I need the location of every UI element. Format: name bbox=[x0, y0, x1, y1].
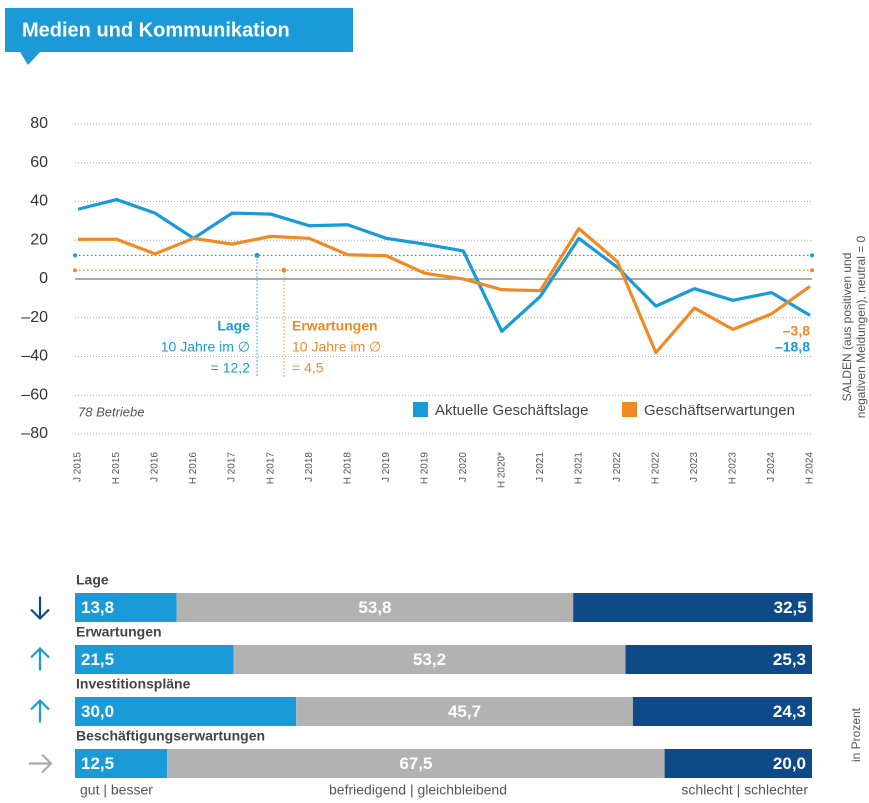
trend-arrow bbox=[30, 698, 50, 723]
average-label: Lage bbox=[217, 318, 250, 334]
y-tick-label: 60 bbox=[30, 154, 48, 171]
trend-arrow bbox=[30, 596, 50, 621]
bar-segment bbox=[75, 697, 297, 726]
x-tick-label: J 2020 bbox=[458, 452, 469, 482]
legend-swatch bbox=[622, 402, 637, 417]
x-tick-label: H 2017 bbox=[265, 452, 276, 485]
series-line bbox=[77, 197, 811, 333]
bar-value-label: 24,3 bbox=[773, 702, 806, 721]
bar-segment bbox=[573, 593, 813, 622]
bar-value-label: 12,5 bbox=[81, 754, 114, 773]
bar-segment bbox=[296, 697, 633, 726]
legend-label: Geschäftserwartungen bbox=[644, 402, 795, 419]
header-title: Medien und Kommunikation bbox=[22, 19, 290, 41]
legend-label: Aktuelle Geschäftslage bbox=[435, 402, 588, 419]
x-tick-label: H 2022 bbox=[651, 452, 662, 485]
y-axis-label: SALDEN (aus positiven und bbox=[840, 253, 854, 402]
segment-label: befriedigend | gleichbleibend bbox=[329, 782, 507, 798]
y-tick-label: –40 bbox=[21, 348, 48, 365]
bar-value-label: 32,5 bbox=[774, 598, 807, 617]
bar-value-label: 20,0 bbox=[773, 754, 806, 773]
y-tick-label: 80 bbox=[30, 115, 48, 132]
value-label: –18,8 bbox=[775, 339, 810, 355]
x-tick-label: H 2019 bbox=[419, 452, 430, 485]
bar-segment bbox=[625, 645, 812, 674]
y-tick-label: –60 bbox=[21, 386, 48, 403]
x-tick-label: J 2018 bbox=[304, 452, 315, 482]
x-tick-label: J 2024 bbox=[766, 452, 777, 482]
header-pointer bbox=[20, 52, 40, 65]
average-label: 10 Jahre im ∅ bbox=[292, 339, 381, 355]
x-tick-label: H 2024 bbox=[805, 452, 816, 485]
bar-segment bbox=[75, 593, 177, 622]
x-tick-label: H 2018 bbox=[342, 452, 353, 485]
note: 78 Betriebe bbox=[78, 404, 145, 419]
average-end bbox=[73, 268, 77, 273]
bar-value-label: 45,7 bbox=[448, 702, 481, 721]
x-tick-label: J 2017 bbox=[227, 452, 238, 482]
bar-value-label: 53,2 bbox=[413, 650, 446, 669]
bar-value-label: 21,5 bbox=[81, 650, 114, 669]
x-tick-label: J 2021 bbox=[535, 452, 546, 482]
average-label: = 12,2 bbox=[211, 360, 251, 376]
row-label: Erwartungen bbox=[76, 624, 162, 640]
y-tick-label: –80 bbox=[21, 425, 48, 442]
trend-arrow bbox=[29, 753, 53, 774]
average-marker bbox=[254, 252, 260, 258]
x-tick-label: J 2015 bbox=[73, 452, 84, 482]
bar-value-label: 67,5 bbox=[399, 754, 432, 773]
legend-swatch bbox=[413, 402, 428, 417]
series-line bbox=[78, 227, 811, 355]
x-tick-label: J 2022 bbox=[612, 452, 623, 482]
x-tick-label: H 2016 bbox=[188, 452, 199, 485]
bar-value-label: 25,3 bbox=[773, 650, 806, 669]
y-axis-label: negativen Meldungen), neutral = 0 bbox=[854, 235, 868, 418]
x-tick-label: H 2023 bbox=[728, 452, 739, 485]
x-tick-label: J 2019 bbox=[381, 452, 392, 482]
bar-segment bbox=[75, 645, 234, 674]
average-end bbox=[810, 268, 814, 273]
average-label: Erwartungen bbox=[292, 318, 378, 334]
bar-segment bbox=[75, 749, 168, 778]
segment-label: gut | besser bbox=[80, 782, 153, 798]
row-label: Beschäftigungserwartungen bbox=[76, 728, 265, 744]
trend-arrow bbox=[30, 646, 50, 671]
header-bar bbox=[5, 8, 353, 52]
bar-value-label: 13,8 bbox=[81, 598, 114, 617]
x-tick-label: H 2015 bbox=[111, 452, 122, 485]
bar-segment bbox=[664, 749, 812, 778]
average-label: = 4,5 bbox=[292, 360, 324, 376]
bar-segment bbox=[233, 645, 626, 674]
average-end bbox=[810, 253, 814, 258]
bar-value-label: 53,8 bbox=[358, 598, 391, 617]
y-tick-label: –20 bbox=[21, 309, 48, 326]
average-end bbox=[73, 253, 77, 258]
y-tick-label: 0 bbox=[39, 270, 48, 287]
row-label: Lage bbox=[76, 572, 109, 588]
x-tick-label: H 2020* bbox=[496, 452, 507, 488]
y-tick-label: 20 bbox=[30, 231, 48, 248]
x-tick-label: J 2016 bbox=[150, 452, 161, 482]
y-tick-label: 40 bbox=[30, 193, 48, 210]
bar-segment bbox=[632, 697, 812, 726]
bar-segment bbox=[167, 749, 665, 778]
unit-label: in Prozent bbox=[849, 707, 863, 762]
segment-label: schlecht | schlechter bbox=[681, 782, 808, 798]
average-label: 10 Jahre im ∅ bbox=[161, 339, 250, 355]
x-tick-label: J 2023 bbox=[689, 452, 700, 482]
bar-segment bbox=[176, 593, 574, 622]
row-label: Investitionspläne bbox=[76, 676, 191, 692]
x-tick-label: H 2021 bbox=[573, 452, 584, 485]
value-label: –3,8 bbox=[783, 323, 810, 339]
bar-value-label: 30,0 bbox=[81, 702, 114, 721]
